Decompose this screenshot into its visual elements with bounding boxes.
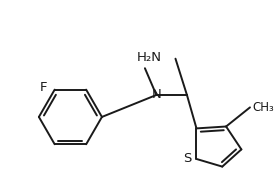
Text: H₂N: H₂N [137, 51, 162, 64]
Text: F: F [39, 81, 47, 94]
Text: S: S [183, 153, 191, 165]
Text: N: N [152, 88, 161, 101]
Text: CH₃: CH₃ [253, 101, 275, 114]
